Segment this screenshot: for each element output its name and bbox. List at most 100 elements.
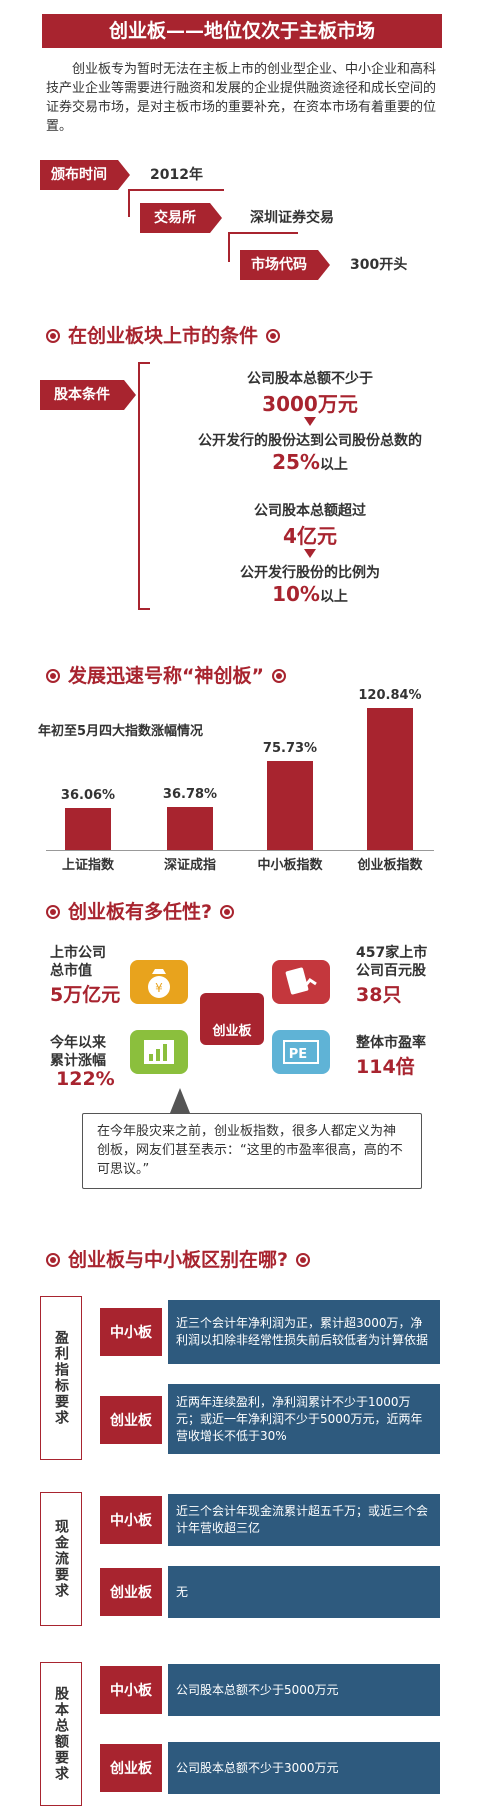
stat-pe-value: 114倍 bbox=[356, 1056, 415, 1078]
growth-chart-icon bbox=[130, 1030, 188, 1074]
center-badge-label: 创业板 bbox=[212, 1024, 252, 1039]
group-label: 现金流要求 bbox=[53, 1519, 69, 1599]
group-cashflow: 现金流要求 bbox=[40, 1492, 82, 1626]
stat-label-line: 上市公司 bbox=[50, 945, 106, 961]
quote-box: 在今年股灾来之前，创业板指数，很多人都定义为神创板，网友们甚至表示：“这里的市盈… bbox=[82, 1113, 422, 1189]
stat-label-line: 总市值 bbox=[50, 963, 92, 979]
pe-text: PE bbox=[289, 1047, 307, 1062]
x-axis-line bbox=[46, 850, 434, 851]
stat-label-line: 公司百元股 bbox=[356, 963, 426, 979]
bullet-icon bbox=[46, 329, 60, 343]
money-bag-icon: ¥ bbox=[130, 960, 188, 1004]
quote-pointer bbox=[170, 1088, 190, 1113]
rule1-suffix2: 以上 bbox=[319, 457, 348, 473]
rule2-big2-wrap: 10%以上 bbox=[150, 582, 470, 606]
row-desc: 近三个会计年净利润为正，累计超3000万，净利润以扣除非经常性损失前后较低者为计… bbox=[168, 1300, 440, 1364]
stat-market-cap-label: 上市公司 总市值 bbox=[50, 944, 106, 980]
bullet-icon bbox=[220, 905, 235, 919]
bar-value-label: 36.06% bbox=[60, 788, 116, 803]
bar-category-label: 创业板指数 bbox=[357, 858, 423, 873]
rule2-line2: 公开发行股份的比例为 bbox=[240, 565, 380, 581]
section-title-compare: 创业板与中小板区别在哪? bbox=[38, 1246, 318, 1274]
bullet-icon bbox=[46, 905, 60, 919]
rule1-big1: 3000万元 bbox=[262, 392, 358, 416]
kind-gem: 创业板 bbox=[100, 1744, 162, 1792]
chart-subtitle: 年初至5月四大指数涨幅情况 bbox=[38, 724, 204, 739]
section-title-text: 在创业板块上市的条件 bbox=[68, 325, 259, 347]
arrow-down-icon bbox=[304, 417, 316, 426]
bar-0 bbox=[65, 808, 111, 850]
row-desc: 近两年连续盈利，净利润累计不少于1000万元；或近一年净利润不少于5000万元，… bbox=[168, 1384, 440, 1454]
stat-stocks-label: 457家上市 公司百元股 bbox=[356, 944, 427, 980]
bar-2 bbox=[267, 761, 313, 850]
fact-label-exchange: 交易所 bbox=[140, 203, 222, 233]
group-capital: 股本总额要求 bbox=[40, 1662, 82, 1806]
intro-paragraph: 创业板专为暂时无法在主板上市的创业型企业、中小企业和高科技产业企业等需要进行融资… bbox=[46, 62, 437, 134]
connector-line bbox=[228, 232, 298, 234]
bar-category-label: 上证指数 bbox=[61, 858, 114, 873]
chart-tablet-icon bbox=[272, 960, 330, 1004]
bullet-icon bbox=[46, 669, 60, 683]
stat-label-line: 整体市盈率 bbox=[356, 1035, 426, 1051]
fact-value-date: 2012年 bbox=[150, 167, 203, 183]
kind-gem: 创业板 bbox=[100, 1568, 162, 1616]
connector-line bbox=[128, 189, 130, 217]
rule1-line1: 公司股本总额不少于 bbox=[247, 371, 373, 387]
group-profit: 盈利指标要求 bbox=[40, 1296, 82, 1460]
section-title-text: 发展迅速号称“神创板” bbox=[68, 665, 264, 687]
fact-value-exchange: 深圳证券交易 bbox=[250, 210, 334, 226]
stat-label-line: 457家上市 bbox=[356, 945, 428, 961]
stat-label-line: 今年以来 bbox=[50, 1035, 106, 1051]
stat-gain-label: 今年以来 累计涨幅 bbox=[50, 1034, 106, 1070]
rule2-suffix2: 以上 bbox=[319, 589, 348, 605]
bullet-icon bbox=[271, 669, 286, 683]
stat-stocks-value: 38只 bbox=[356, 984, 402, 1006]
svg-text:¥: ¥ bbox=[155, 981, 163, 995]
arrow-down-icon bbox=[304, 549, 316, 558]
kind-sme: 中小板 bbox=[100, 1496, 162, 1544]
section-title-conditions: 在创业板块上市的条件 bbox=[38, 322, 288, 350]
rule1-line2: 公开发行的股份达到公司股份总数的 bbox=[198, 433, 422, 449]
pe-ratio-icon: PE bbox=[272, 1030, 330, 1074]
fact-label-code: 市场代码 bbox=[240, 250, 330, 280]
section-title-diverse: 创业板有多任性? bbox=[38, 898, 242, 926]
row-desc: 公司股本总额不少于5000万元 bbox=[168, 1664, 440, 1716]
bullet-icon bbox=[296, 1253, 311, 1267]
condition-tag: 股本条件 bbox=[40, 380, 136, 410]
kind-gem: 创业板 bbox=[100, 1396, 162, 1444]
group-label: 盈利指标要求 bbox=[53, 1330, 69, 1426]
bar-chart: 36.06% 上证指数 36.78% 深证成指 75.73% 中小板指数 120.84% 创业… bbox=[0, 688, 480, 873]
row-desc: 无 bbox=[168, 1566, 440, 1618]
bullet-icon bbox=[266, 329, 281, 343]
stat-market-cap-value: 5万亿元 bbox=[50, 984, 121, 1006]
connector-line bbox=[128, 189, 224, 191]
section-title-text: 创业板与中小板区别在哪? bbox=[68, 1249, 289, 1271]
bracket-line bbox=[138, 362, 150, 364]
bar-3 bbox=[367, 708, 413, 850]
rule2-big1: 4亿元 bbox=[283, 524, 337, 548]
center-badge: 创业板 bbox=[200, 993, 264, 1045]
kind-sme: 中小板 bbox=[100, 1308, 162, 1356]
section-title-growth: 发展迅速号称“神创板” bbox=[38, 662, 294, 690]
section-title-text: 创业板有多任性? bbox=[68, 901, 213, 923]
bar-category-label: 深证成指 bbox=[163, 858, 216, 873]
bar-value-label: 75.73% bbox=[262, 741, 318, 756]
fact-label-date: 颁布时间 bbox=[40, 160, 130, 190]
rule1-big2-wrap: 25%以上 bbox=[150, 450, 470, 474]
row-desc: 公司股本总额不少于3000万元 bbox=[168, 1742, 440, 1794]
stat-label-line: 累计涨幅 bbox=[50, 1053, 106, 1069]
page-title: 创业板——地位仅次于主板市场 bbox=[42, 14, 442, 48]
fact-value-code: 300开头 bbox=[350, 257, 408, 273]
bar-value-label: 36.78% bbox=[162, 787, 218, 802]
stat-gain-value: 122% bbox=[56, 1068, 115, 1090]
bullet-icon bbox=[46, 1253, 60, 1267]
bar-1 bbox=[167, 807, 213, 850]
bar-category-label: 中小板指数 bbox=[257, 858, 323, 873]
rule2-big2: 10% bbox=[272, 582, 320, 606]
connector-line bbox=[228, 232, 230, 262]
bracket-line bbox=[138, 362, 140, 610]
kind-sme: 中小板 bbox=[100, 1666, 162, 1714]
row-desc: 近三个会计年现金流累计超五千万；或近三个会计年营收超三亿 bbox=[168, 1494, 440, 1546]
stat-pe-label: 整体市盈率 bbox=[356, 1034, 426, 1052]
bracket-line bbox=[138, 608, 150, 610]
